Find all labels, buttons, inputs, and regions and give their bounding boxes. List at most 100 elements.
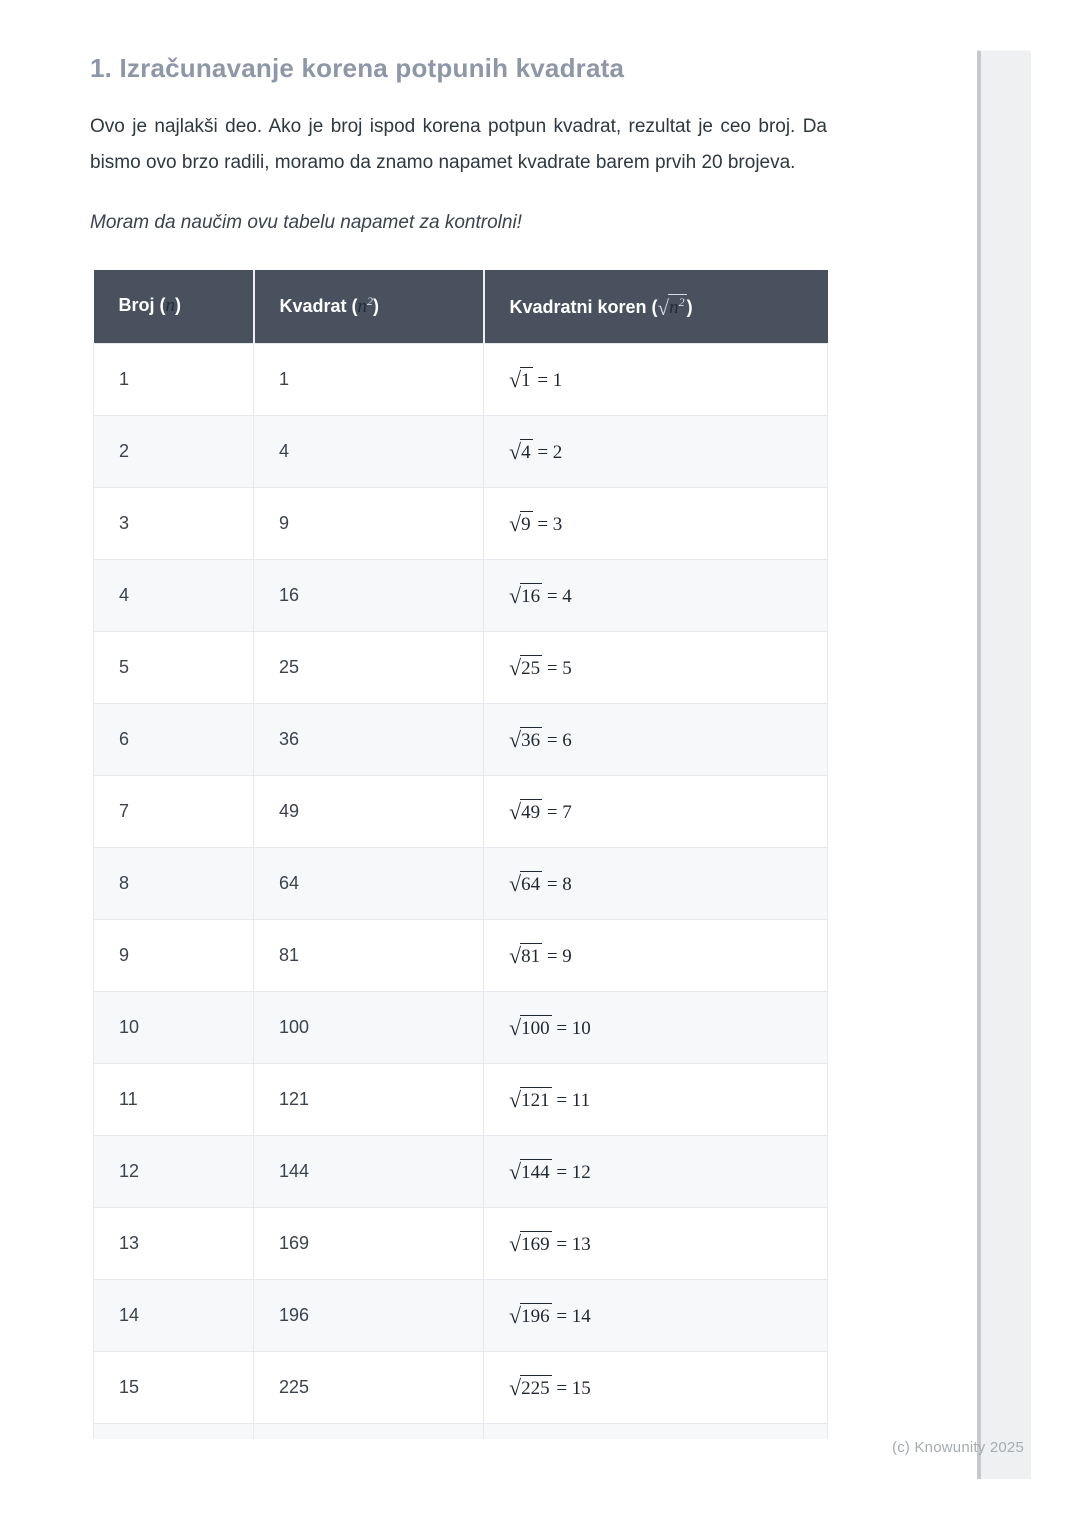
- cell-number: 5: [93, 630, 254, 704]
- cell-root: √36 = 6: [483, 702, 828, 776]
- table-row: 15 225 √225 = 15: [93, 1350, 828, 1424]
- root-result: = 5: [542, 658, 572, 679]
- table-row: 5 25 √25 = 5: [93, 630, 828, 704]
- cell-number: 1: [93, 342, 254, 416]
- cell-square: 144: [253, 1134, 484, 1208]
- scrollbar-track[interactable]: [977, 50, 1031, 1479]
- sqrt-expression: √225 = 15: [509, 1375, 591, 1400]
- radicand: 4: [520, 439, 533, 464]
- radical-sign-icon: √: [509, 1231, 522, 1256]
- radicand: 36: [520, 727, 543, 752]
- table-row: 11 121 √121 = 11: [93, 1062, 828, 1136]
- root-result: = 14: [551, 1306, 591, 1327]
- table-row: 10 100 √100 = 10: [93, 990, 828, 1064]
- cell-number: 11: [93, 1062, 254, 1136]
- table-row: 3 9 √9 = 3: [93, 486, 828, 560]
- cell-number: 4: [93, 558, 254, 632]
- root-result: = 15: [551, 1378, 591, 1399]
- radical-sign-icon: √: [509, 943, 522, 968]
- root-result: = 12: [551, 1162, 591, 1183]
- radical-sign-icon: √: [509, 1303, 522, 1328]
- cell-square: 4: [253, 414, 484, 488]
- cell-number: 10: [93, 990, 254, 1064]
- table-row: 9 81 √81 = 9: [93, 918, 828, 992]
- root-result: = 13: [551, 1234, 591, 1255]
- root-result: = 10: [551, 1018, 591, 1039]
- table-header-row: Broj (n) Kvadrat (n2) Kvadratni koren (√n2…: [93, 270, 828, 343]
- cell-root: √196 = 14: [483, 1278, 828, 1352]
- cell-root: √169 = 13: [483, 1206, 828, 1280]
- root-result: = 11: [551, 1090, 591, 1111]
- table-row-partial: [93, 1422, 828, 1439]
- radical-sign-icon: √: [509, 1087, 522, 1112]
- table-row: 8 64 √64 = 8: [93, 846, 828, 920]
- cell-number: 15: [93, 1350, 254, 1424]
- cell-root: √49 = 7: [483, 774, 828, 848]
- cell-square: 100: [253, 990, 484, 1064]
- cell-root: √1 = 1: [483, 342, 828, 416]
- cell-root: √9 = 3: [483, 486, 828, 560]
- sqrt-expression: √121 = 11: [509, 1087, 591, 1112]
- sqrt-expression: √9 = 3: [509, 511, 563, 536]
- math-superscript: 2: [678, 294, 685, 309]
- sqrt-expression: √4 = 2: [509, 439, 563, 464]
- sqrt-expression: √49 = 7: [509, 799, 572, 824]
- cell-root: √16 = 4: [483, 558, 828, 632]
- table-row: 2 4 √4 = 2: [93, 414, 828, 488]
- radicand: 9: [520, 511, 533, 536]
- radical-sign-icon: √: [509, 1159, 522, 1184]
- table-row: 4 16 √16 = 4: [93, 558, 828, 632]
- radicand: 16: [520, 583, 543, 608]
- sqrt-expression: √100 = 10: [509, 1015, 591, 1040]
- radical-sign-icon: √: [657, 295, 670, 320]
- sqrt-expression: √196 = 14: [509, 1303, 591, 1328]
- cell-square: 225: [253, 1350, 484, 1424]
- root-result: = 7: [542, 802, 572, 823]
- sqrt-expression: √64 = 8: [509, 871, 572, 896]
- cell-number: 2: [93, 414, 254, 488]
- sqrt-expression: √1 = 1: [509, 367, 563, 392]
- intro-paragraph: Ovo je najlakši deo. Ako je broj ispod k…: [90, 116, 827, 173]
- cell-root: √64 = 8: [483, 846, 828, 920]
- cell-square: 9: [253, 486, 484, 560]
- root-result: = 3: [532, 514, 563, 535]
- cell-number: 3: [93, 486, 254, 560]
- cell-number: 12: [93, 1134, 254, 1208]
- note-text: Moram da naučim ovu tabelu napamet za ko…: [90, 212, 522, 233]
- cell-square: 25: [253, 630, 484, 704]
- root-result: = 2: [532, 442, 563, 463]
- cell-root: √81 = 9: [483, 918, 828, 992]
- section-title: 1. Izračunavanje korena potpunih kvadrat…: [90, 53, 625, 83]
- cell-root: √225 = 15: [483, 1350, 828, 1424]
- radicand: 225: [520, 1375, 552, 1400]
- watermark-text: (c) Knowunity 2025: [892, 1439, 1025, 1456]
- table-row: 6 36 √36 = 6: [93, 702, 828, 776]
- sqrt-expression: √81 = 9: [509, 943, 572, 968]
- cell-square: 1: [253, 342, 484, 416]
- cell-square: 36: [253, 702, 484, 776]
- radical-sign-icon: √: [509, 511, 522, 536]
- radicand: 121: [520, 1087, 552, 1112]
- table-row: 7 49 √49 = 7: [93, 774, 828, 848]
- cell-square: 16: [253, 558, 484, 632]
- table-row: 14 196 √196 = 14: [93, 1278, 828, 1352]
- cell-square: 121: [253, 1062, 484, 1136]
- sqrt-expression: √144 = 12: [509, 1159, 591, 1184]
- cell-square: 169: [253, 1206, 484, 1280]
- radicand: 144: [520, 1159, 552, 1184]
- radical-sign-icon: √: [509, 1375, 522, 1400]
- cell-root: √25 = 5: [483, 630, 828, 704]
- math-variable: n: [165, 295, 176, 317]
- table-row: 13 169 √169 = 13: [93, 1206, 828, 1280]
- radicand: 169: [520, 1231, 552, 1256]
- radicand: 196: [520, 1303, 552, 1328]
- cell-number: 13: [93, 1206, 254, 1280]
- radicand: 1: [520, 367, 533, 392]
- root-result: = 1: [532, 370, 563, 391]
- root-result: = 9: [542, 946, 572, 967]
- radicand: 25: [520, 655, 543, 680]
- radical-sign-icon: √: [509, 439, 522, 464]
- cell-square: 49: [253, 774, 484, 848]
- radicand: 49: [520, 799, 543, 824]
